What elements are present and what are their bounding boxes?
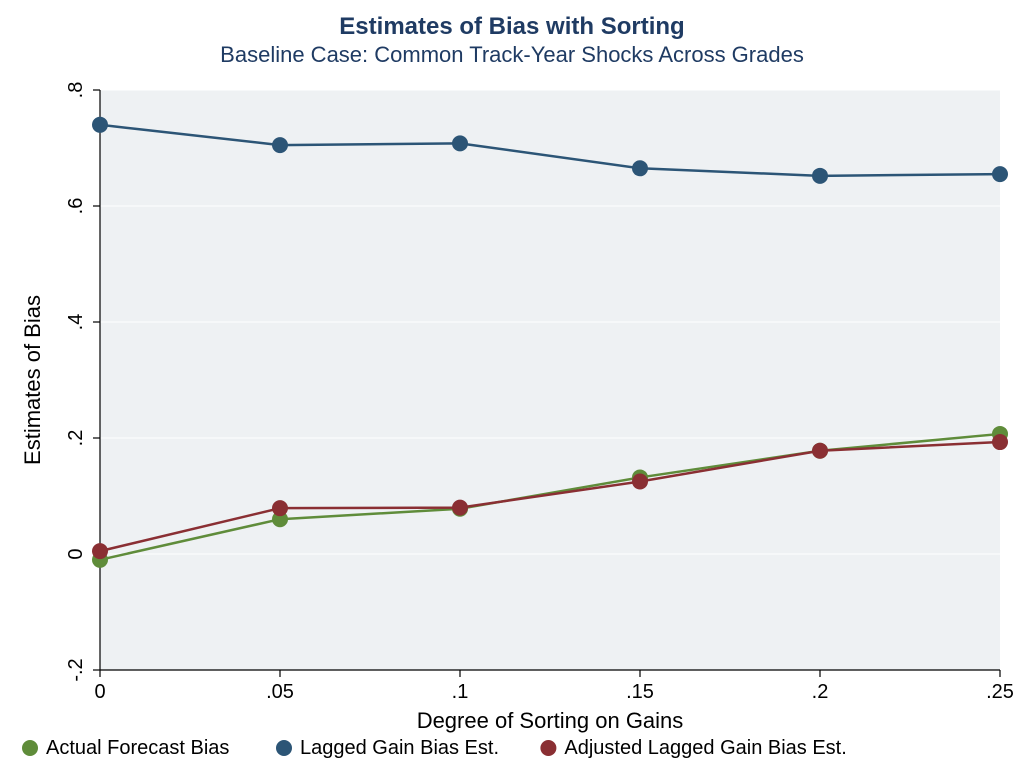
x-axis-label: Degree of Sorting on Gains bbox=[417, 708, 684, 733]
series-marker-1 bbox=[92, 117, 108, 133]
legend-label-1: Lagged Gain Bias Est. bbox=[300, 737, 499, 759]
legend-label-0: Actual Forecast Bias bbox=[46, 737, 229, 759]
x-tick-label: .25 bbox=[986, 681, 1014, 703]
plot-area bbox=[100, 90, 1000, 670]
series-marker-2 bbox=[272, 500, 288, 516]
series-marker-2 bbox=[632, 474, 648, 490]
x-tick-label: .1 bbox=[452, 681, 469, 703]
y-tick-label: .4 bbox=[65, 314, 87, 331]
chart-title: Estimates of Bias with Sorting bbox=[339, 13, 684, 40]
series-marker-1 bbox=[812, 168, 828, 184]
y-tick-label: -.2 bbox=[65, 658, 87, 681]
y-tick-label: .6 bbox=[65, 198, 87, 215]
y-tick-label: .8 bbox=[65, 82, 87, 99]
legend-marker-0 bbox=[22, 740, 38, 756]
series-marker-1 bbox=[272, 137, 288, 153]
series-marker-2 bbox=[452, 500, 468, 516]
x-tick-label: 0 bbox=[94, 681, 105, 703]
series-marker-2 bbox=[812, 443, 828, 459]
y-tick-label: 0 bbox=[65, 548, 87, 559]
chart-svg: Estimates of Bias with SortingBaseline C… bbox=[0, 0, 1024, 768]
x-tick-label: .05 bbox=[266, 681, 294, 703]
y-tick-label: .2 bbox=[65, 430, 87, 447]
series-marker-2 bbox=[992, 434, 1008, 450]
x-tick-label: .2 bbox=[812, 681, 829, 703]
legend-marker-2 bbox=[540, 740, 556, 756]
series-marker-1 bbox=[452, 135, 468, 151]
series-marker-2 bbox=[92, 543, 108, 559]
x-tick-label: .15 bbox=[626, 681, 654, 703]
y-axis-label: Estimates of Bias bbox=[20, 295, 45, 465]
series-marker-1 bbox=[632, 160, 648, 176]
chart-subtitle: Baseline Case: Common Track-Year Shocks … bbox=[220, 42, 804, 67]
legend-label-2: Adjusted Lagged Gain Bias Est. bbox=[564, 737, 846, 759]
series-marker-1 bbox=[992, 166, 1008, 182]
chart-container: Estimates of Bias with SortingBaseline C… bbox=[0, 0, 1024, 768]
legend-marker-1 bbox=[276, 740, 292, 756]
